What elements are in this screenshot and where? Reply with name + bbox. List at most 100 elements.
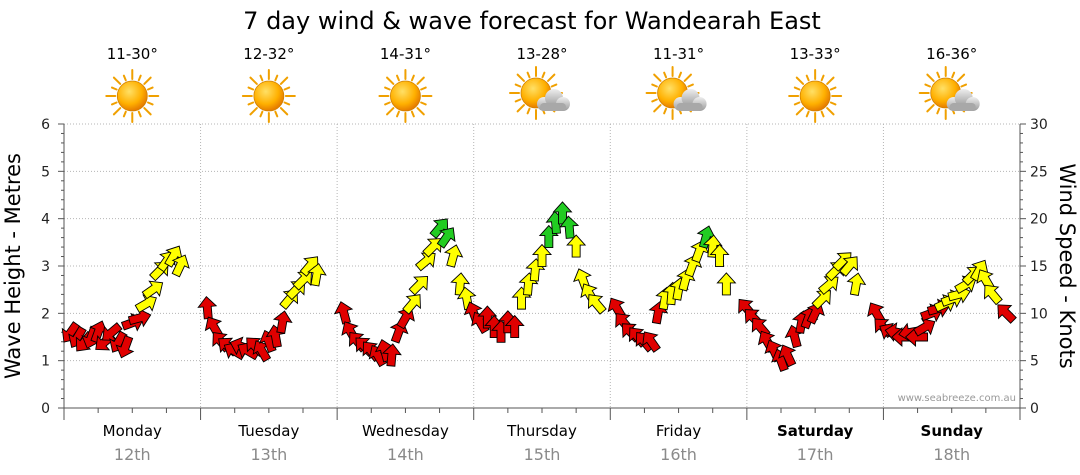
wind-arrow xyxy=(904,326,929,348)
date-label: 15th xyxy=(524,445,561,464)
sun-ray xyxy=(420,86,427,91)
sun-ray xyxy=(247,101,255,106)
sun-ray xyxy=(112,107,122,116)
credit-text: www.seabreeze.com.au xyxy=(898,393,1016,404)
sun-ray xyxy=(550,83,558,88)
right-tick-label: 25 xyxy=(1030,164,1048,180)
sun-ray xyxy=(516,73,525,82)
sun-ray xyxy=(516,104,525,113)
wind-arrow xyxy=(436,227,456,249)
wind-arrow xyxy=(806,301,825,325)
wind-arrow xyxy=(102,322,123,341)
sun-ray xyxy=(283,101,291,106)
sun-ray xyxy=(793,101,801,106)
wind-arrow xyxy=(531,243,553,267)
wind-arrow xyxy=(127,307,152,328)
sun-ray xyxy=(678,71,682,79)
temperature-range: 12-32° xyxy=(243,45,294,63)
date-label: 16th xyxy=(660,445,697,464)
wind-arrow xyxy=(272,310,293,334)
sun-ray xyxy=(805,74,810,82)
sun-ray xyxy=(249,76,258,85)
sun-ray xyxy=(110,101,118,106)
day-labels: Monday 12th Tuesday 13th Wednesday 14th Thursd… xyxy=(103,422,983,464)
sun-icon xyxy=(105,69,160,123)
sun-ray xyxy=(805,110,810,118)
wind-arrow xyxy=(443,244,464,268)
wind-arrow xyxy=(817,276,839,296)
sun-ray xyxy=(826,107,835,116)
left-axis-title: Wave Height - Metres xyxy=(1,153,25,379)
sun-disc xyxy=(799,80,831,112)
wind-arrow xyxy=(867,302,886,325)
wind-arrow xyxy=(984,284,1003,306)
wind-arrow xyxy=(164,245,183,268)
wind-arrow xyxy=(778,344,797,368)
sun-ray xyxy=(279,107,289,116)
sun-ray xyxy=(146,101,154,106)
sun-ray xyxy=(820,74,825,82)
right-tick-label: 30 xyxy=(1030,117,1048,133)
sun-ray xyxy=(249,107,258,116)
wind-arrow xyxy=(299,256,319,277)
sun-ray xyxy=(924,98,932,103)
sun-ray xyxy=(410,110,415,118)
sun-ray xyxy=(526,107,531,115)
sun-ray xyxy=(274,74,279,82)
sun-ray xyxy=(795,107,805,116)
right-tick-label: 15 xyxy=(1030,259,1048,275)
day-label: Monday xyxy=(103,422,162,440)
day-label: Thursday xyxy=(506,422,577,440)
sun-ray xyxy=(926,73,935,82)
day-label: Saturday xyxy=(777,422,854,440)
sun-ray xyxy=(526,71,531,79)
wind-arrow xyxy=(846,272,867,296)
sun-ray xyxy=(112,76,122,85)
sun-disc xyxy=(116,80,148,112)
temperature-range: 11-30° xyxy=(107,45,158,63)
right-tick-label: 10 xyxy=(1030,306,1048,322)
wind-arrow xyxy=(333,301,354,325)
wind-arrow xyxy=(559,215,580,239)
left-tick-label: 4 xyxy=(41,212,50,228)
sun-ray xyxy=(396,110,400,118)
sun-ray xyxy=(410,74,415,82)
wind-arrow xyxy=(709,243,730,267)
sun-ray xyxy=(547,73,556,82)
left-tick-label: 0 xyxy=(41,401,50,417)
sun-ray xyxy=(122,110,127,118)
wind-arrow xyxy=(839,256,858,277)
day-label: Sunday xyxy=(921,422,984,440)
sun-ray xyxy=(279,76,289,85)
left-axis-ticks: 0 1 2 3 4 5 6 xyxy=(41,117,64,417)
wind-arrow xyxy=(408,275,429,296)
wind-arrow xyxy=(716,272,737,296)
sun-ray xyxy=(137,110,142,118)
day-label: Friday xyxy=(656,422,702,440)
wind-arrows xyxy=(61,201,1017,373)
temperature-range: 11-31° xyxy=(653,45,704,63)
wind-arrow xyxy=(642,331,661,353)
sun-ray xyxy=(274,110,279,118)
sun-ray xyxy=(651,83,658,88)
wind-arrow xyxy=(587,294,607,315)
cloud-base xyxy=(949,103,976,111)
sun-ray xyxy=(137,74,142,82)
weather-row: 11-30° 12-32° 14-31° 13-28° 11-31° 13-33° 16-3… xyxy=(105,45,980,123)
sun-ray xyxy=(663,71,668,79)
sun-ray xyxy=(651,98,658,103)
wind-arrow xyxy=(307,262,327,287)
partly-cloudy-icon xyxy=(645,66,707,120)
wind-arrow xyxy=(504,314,525,338)
cloud-base xyxy=(540,103,566,111)
sun-ray xyxy=(384,86,391,91)
sun-ray xyxy=(829,101,837,106)
day-label: Wednesday xyxy=(362,422,449,440)
right-axis-title: Wind Speed - Knots xyxy=(1055,163,1079,368)
sun-ray xyxy=(122,74,127,82)
chart-title: 7 day wind & wave forecast for Wandearah… xyxy=(243,7,821,35)
wind-arrow xyxy=(415,252,436,272)
sun-ray xyxy=(653,73,662,82)
sun-ray xyxy=(514,83,522,88)
sun-ray xyxy=(416,107,425,116)
